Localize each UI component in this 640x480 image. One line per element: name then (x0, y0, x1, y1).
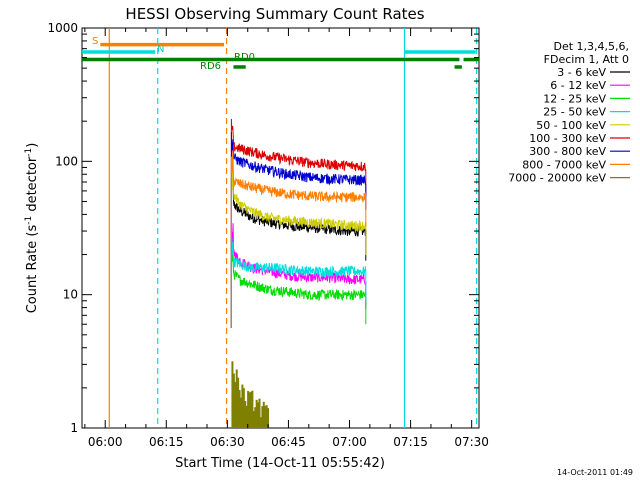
plot-area: S N RD0 RD6 (81, 27, 480, 429)
chart-title: HESSI Observing Summary Count Rates (125, 5, 424, 23)
footer-timestamp: 14-Oct-2011 01:49 (557, 468, 633, 477)
legend-header-1: Det 1,3,4,5,6, (553, 40, 629, 53)
series-7000-20000-bar (231, 361, 234, 428)
series-12-25-line (230, 247, 367, 328)
legend-label-6: 300 - 800 keV (529, 145, 606, 158)
series-7000-20000-bar (264, 406, 267, 428)
legend-label-0: 3 - 6 keV (557, 66, 606, 79)
series-7000-20000-bar (248, 392, 251, 428)
x-axis-label: Start Time (14-Oct-11 05:55:42) (175, 456, 385, 471)
series-7000-20000-bar (244, 401, 247, 428)
y-axis: 1 10 100 1000 (47, 21, 479, 435)
annotation-n: N (157, 44, 164, 55)
legend-label-5: 100 - 300 keV (529, 132, 606, 145)
legend-header-2: FDecim 1, Att 0 (544, 53, 629, 66)
y-tick-label-0: 1 (70, 421, 78, 435)
legend-label-2: 12 - 25 keV (543, 92, 606, 105)
y-axis-label: Count Rate (s-1 detector-1) (24, 143, 40, 314)
x-axis: 06:00 06:15 06:30 06:45 07:00 07:15 07:30 (84, 28, 489, 449)
series-7000-20000-bar (251, 390, 254, 428)
series-7000-20000-bar (262, 401, 265, 428)
series-7000-20000-bar (259, 417, 262, 428)
y-axis-label-main: Count Rate (s (25, 225, 40, 314)
series-7000-20000-bar (237, 377, 240, 428)
annotation-rd6: RD6 (200, 61, 221, 72)
series-7000-20000-bar (238, 390, 241, 428)
legend-label-8: 7000 - 20000 keV (508, 172, 606, 185)
series-300-800-line (230, 132, 367, 328)
legend: Det 1,3,4,5,6, FDecim 1, Att 0 3 - 6 keV… (508, 40, 630, 185)
series-6-12-line (230, 223, 367, 328)
series-7000-20000-bar (242, 388, 245, 428)
series-7000-20000-bar (235, 369, 238, 428)
y-axis-label-sup2: -1 (24, 148, 34, 157)
x-tick-label-4: 07:00 (332, 435, 367, 449)
y-axis-label-mid: detector (25, 156, 40, 216)
series-50-100-line (230, 167, 367, 328)
x-tick-label-0: 06:00 (88, 435, 123, 449)
y-axis-label-end: ) (25, 143, 40, 148)
series-7000-20000-bar (261, 406, 264, 428)
series-7000-20000 (231, 361, 270, 428)
y-tick-label-1: 10 (63, 288, 78, 302)
flag-bars (82, 42, 479, 69)
series-7000-20000-bar (265, 405, 268, 428)
event-lines (108, 28, 478, 428)
series-7000-20000-bar (252, 411, 255, 428)
legend-label-3: 25 - 50 keV (543, 106, 606, 119)
legend-label-7: 800 - 7000 keV (522, 158, 606, 171)
series-7000-20000-bar (249, 391, 252, 428)
legend-label-1: 6 - 12 keV (550, 79, 606, 92)
series-25-50-line (230, 237, 367, 328)
series-7000-20000-bar (234, 382, 237, 428)
annotation-rd0: RD0 (234, 52, 255, 63)
series-7000-20000-bar (257, 402, 260, 428)
plot-frame (81, 27, 480, 429)
x-tick-label-3: 06:45 (271, 435, 306, 449)
x-tick-label-2: 06:30 (210, 435, 245, 449)
annotation-s: S (92, 36, 98, 47)
series-800-7000-line (230, 150, 367, 328)
series-7000-20000-bar (239, 397, 242, 428)
series-7000-20000-bar (241, 384, 244, 428)
legend-label-4: 50 - 100 keV (536, 119, 606, 132)
series-7000-20000-bar (267, 408, 270, 428)
y-tick-label-3: 1000 (47, 21, 78, 35)
series-7000-20000-bar (254, 407, 257, 428)
series-7000-20000-bar (247, 390, 250, 428)
x-tick-label-5: 07:15 (393, 435, 428, 449)
series-100-300-line (230, 118, 367, 328)
series-7000-20000-bar (245, 405, 248, 428)
series-7000-20000-bar (258, 398, 261, 428)
series-7000-20000-bar (232, 373, 235, 428)
x-tick-label-1: 06:15 (149, 435, 184, 449)
x-tick-label-6: 07:30 (454, 435, 489, 449)
y-axis-label-sup1: -1 (24, 216, 34, 225)
series-group (230, 118, 367, 428)
y-tick-label-2: 100 (55, 154, 78, 168)
series-7000-20000-bar (255, 399, 258, 428)
